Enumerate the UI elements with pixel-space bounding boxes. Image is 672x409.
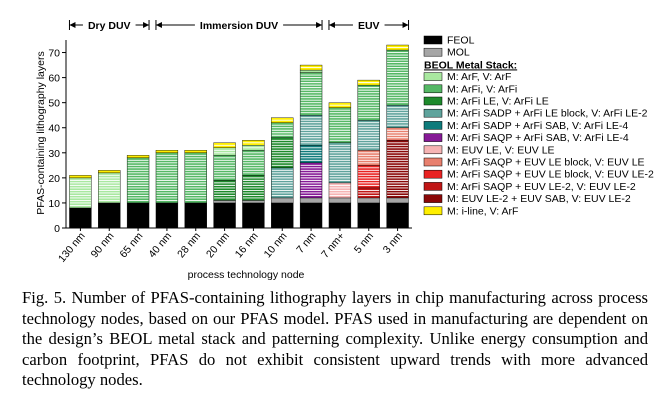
y-tick-label: 30 [48,148,60,160]
y-tick-label: 70 [48,48,60,60]
bar-segment [155,150,179,154]
x-axis-label: process technology node [188,269,305,281]
x-tick-label: 20 nm [204,230,232,260]
y-tick-label: 0 [54,223,60,235]
legend-label: M: EUV LE, V: EUV LE [447,144,555,156]
legend-swatch [423,133,443,142]
bar-segment [271,202,294,229]
y-axis-label: PFAS-containing lithography layers [35,51,47,214]
bar-segment [184,202,207,229]
x-tick-label: 90 nm [89,230,117,260]
legend-swatch [423,84,443,94]
bar-segment [98,170,121,174]
bar-segment [328,197,352,204]
legend-label: M: ArFi, V: ArFi [447,83,517,95]
legend-swatch [423,47,443,57]
x-tick-label: 65 nm [117,230,145,260]
bar-segment [328,202,352,229]
legend-label: M: i-line, V: ArF [447,205,518,217]
bar-segment [299,72,323,116]
bar-segment [69,207,92,229]
legend-label: M: ArFi SADP + ArFi LE block, V: ArFi LE… [447,108,648,120]
legend-swatch [423,194,443,203]
y-tick-label: 50 [48,98,60,110]
legend-swatch [423,72,443,81]
legend-swatch [423,157,443,167]
x-tick-label: 10 nm [262,230,290,260]
y-tick-label: 10 [48,198,60,210]
legend-label: M: ArFi SAQP + EUV LE block, V: EUV LE [447,157,645,169]
legend-label: FEOL [447,35,475,47]
bar-segment [299,202,323,229]
legend-title: BEOL Metal Stack: [424,59,517,71]
bar-segment [386,104,409,128]
legend-swatch [423,182,443,191]
legend-swatch [423,35,443,45]
x-tick-label: 7 nm+ [319,230,347,260]
bar-segment [357,165,380,189]
x-tick-label: 40 nm [146,230,174,260]
x-tick-label: 3 nm [381,230,405,256]
bar-segment [98,202,121,229]
caption: Fig. 5. Number of PFAS-containing lithog… [22,288,648,389]
legend-swatch [423,145,443,155]
group-label: Immersion DUV [200,20,278,32]
bar-segment [184,150,207,154]
bar-segment [69,175,92,179]
x-tick-label: 16 nm [233,230,261,260]
chart: process technology node PFAS-containing … [35,20,654,281]
bar-segment [386,197,409,204]
bar-segment [213,202,236,229]
bar-segment [299,197,323,204]
group-label: Dry DUV [88,20,131,32]
legend-label: M: ArFi SADP + ArFi SAB, V: ArFi LE-4 [447,120,628,132]
legend-swatch [423,169,443,179]
y-tick-label: 60 [48,73,60,85]
legend-label: M: ArFi LE, V: ArFi LE [447,96,549,108]
x-tick-label: 5 nm [352,230,376,256]
legend-label: M: ArFi SAQP + EUV LE-2, V: EUV LE-2 [447,181,636,193]
legend-label: M: EUV LE-2 + EUV SAB, V: EUV LE-2 [447,193,631,205]
bar-segment [126,202,150,229]
legend-label: M: ArFi SAQP + ArFi SAB, V: ArFi LE-4 [447,132,629,144]
y-tick-label: 40 [48,123,60,135]
bar-segment [386,140,409,199]
legend-swatch [423,206,443,216]
y-tick-label: 20 [48,173,60,185]
bar-segment [386,202,409,229]
bar-segment [126,155,150,159]
legend-swatch [423,96,443,106]
x-tick-label: 7 nm [294,230,318,256]
bar-segment [242,202,265,229]
legend-label: M: ArFi SAQP + EUV LE block, V: EUV LE-2 [447,169,654,181]
bar-segment [242,200,265,204]
bar-segment [213,200,236,204]
legend-swatch [423,121,443,130]
x-tick-label: 130 nm [56,230,88,265]
bar-segment [386,127,409,141]
x-tick-label: 28 nm [175,230,203,260]
legend-label: M: ArF, V: ArF [447,71,511,83]
bar-segment [299,69,323,73]
group-label: EUV [358,20,380,32]
bar-segment [213,147,236,156]
bar-segment [155,202,179,229]
bar-segment [357,202,380,229]
bar-segment [357,197,380,204]
bar-segment [271,197,294,204]
legend-swatch [423,108,443,118]
legend-label: MOL [447,47,470,59]
